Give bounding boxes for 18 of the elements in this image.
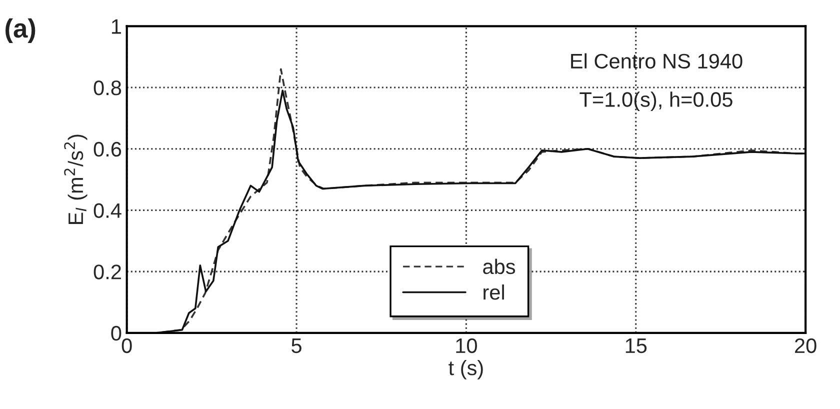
text: (a) — [6, 18, 36, 43]
annotation: T=1.0(s), h=0.05 — [580, 92, 732, 112]
y-tick-label: 0.2 — [94, 264, 121, 280]
x-tick-label: 5 — [292, 338, 302, 354]
y-tick-label: 0.6 — [94, 142, 122, 157]
annotation: El Centro NS 1940 — [571, 53, 742, 69]
x-tick-label: 10 — [456, 338, 477, 354]
y-tick-label: 0 — [111, 326, 122, 341]
x-tick-label: 0 — [122, 338, 132, 354]
y-tick-label: 0.8 — [94, 80, 122, 96]
y-tick-label: 0.4 — [94, 203, 122, 218]
x-tick-label: 15 — [626, 338, 647, 354]
y-tick-label: 1 — [112, 19, 121, 34]
legend-label: abs — [483, 258, 516, 274]
x-tick-label: 20 — [795, 338, 816, 354]
y-axis-title: E$_{I}$ (m$^{2}$/s$^{2}$) — [64, 134, 88, 224]
legend-label: rel — [484, 284, 504, 300]
x-axis-title: t (s) — [448, 360, 483, 380]
